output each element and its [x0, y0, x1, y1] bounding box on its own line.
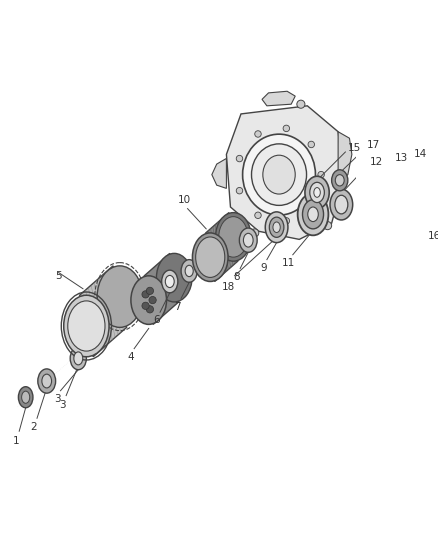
- Polygon shape: [144, 253, 179, 325]
- Ellipse shape: [273, 222, 280, 232]
- Ellipse shape: [393, 184, 411, 208]
- Circle shape: [149, 296, 156, 304]
- Circle shape: [308, 141, 314, 148]
- Ellipse shape: [18, 387, 33, 408]
- Polygon shape: [338, 132, 352, 179]
- Circle shape: [324, 222, 332, 230]
- Text: 14: 14: [413, 149, 427, 159]
- Text: 9: 9: [260, 263, 267, 273]
- Ellipse shape: [298, 193, 328, 236]
- Ellipse shape: [332, 170, 348, 191]
- Text: 13: 13: [395, 154, 408, 164]
- Text: 2: 2: [31, 422, 37, 432]
- Circle shape: [283, 217, 290, 224]
- Circle shape: [146, 287, 154, 295]
- Ellipse shape: [244, 233, 253, 247]
- Circle shape: [142, 302, 149, 310]
- Ellipse shape: [381, 176, 399, 200]
- Ellipse shape: [196, 237, 225, 278]
- Ellipse shape: [364, 189, 375, 204]
- Ellipse shape: [74, 352, 83, 365]
- Polygon shape: [262, 91, 295, 106]
- Ellipse shape: [239, 228, 257, 252]
- Ellipse shape: [385, 182, 395, 195]
- Text: 10: 10: [178, 196, 191, 205]
- Ellipse shape: [397, 190, 407, 204]
- Ellipse shape: [181, 260, 197, 282]
- Ellipse shape: [192, 233, 228, 281]
- Circle shape: [255, 212, 261, 219]
- Text: 18: 18: [221, 282, 235, 292]
- Ellipse shape: [156, 253, 192, 302]
- Text: 5: 5: [55, 271, 62, 281]
- Ellipse shape: [162, 270, 178, 293]
- Ellipse shape: [42, 374, 52, 388]
- Ellipse shape: [265, 212, 288, 243]
- Ellipse shape: [97, 266, 142, 327]
- Ellipse shape: [330, 189, 353, 220]
- Text: 15: 15: [348, 143, 361, 153]
- Text: 6: 6: [153, 316, 160, 326]
- Ellipse shape: [219, 216, 248, 257]
- Text: 3: 3: [60, 400, 66, 410]
- Ellipse shape: [165, 276, 174, 287]
- Ellipse shape: [38, 369, 56, 393]
- Polygon shape: [212, 158, 226, 188]
- Ellipse shape: [269, 217, 284, 237]
- Text: 17: 17: [367, 141, 380, 150]
- Ellipse shape: [68, 301, 105, 351]
- Ellipse shape: [360, 183, 379, 210]
- Ellipse shape: [21, 391, 30, 403]
- Circle shape: [236, 155, 243, 162]
- Ellipse shape: [308, 207, 318, 222]
- Text: 1: 1: [13, 436, 19, 446]
- Text: 4: 4: [127, 352, 134, 362]
- Ellipse shape: [243, 134, 315, 215]
- Ellipse shape: [335, 175, 344, 186]
- Circle shape: [142, 290, 149, 298]
- Text: 8: 8: [233, 272, 240, 282]
- Text: 3: 3: [54, 394, 60, 404]
- Ellipse shape: [263, 155, 295, 194]
- Circle shape: [251, 229, 259, 237]
- Ellipse shape: [335, 195, 348, 214]
- Polygon shape: [206, 213, 238, 281]
- Circle shape: [255, 131, 261, 137]
- Ellipse shape: [185, 265, 193, 277]
- Ellipse shape: [215, 213, 251, 261]
- Text: 12: 12: [370, 157, 383, 167]
- Ellipse shape: [314, 188, 320, 197]
- Ellipse shape: [251, 144, 307, 205]
- Ellipse shape: [310, 182, 325, 203]
- Circle shape: [236, 188, 243, 194]
- Ellipse shape: [131, 276, 166, 325]
- Text: 11: 11: [282, 258, 295, 268]
- Ellipse shape: [64, 295, 109, 357]
- Ellipse shape: [305, 176, 329, 208]
- Text: 16: 16: [428, 231, 438, 241]
- Circle shape: [297, 100, 305, 108]
- Circle shape: [283, 125, 290, 132]
- Text: 7: 7: [174, 302, 181, 312]
- Circle shape: [318, 172, 325, 178]
- Polygon shape: [226, 106, 344, 239]
- Ellipse shape: [303, 200, 324, 229]
- Ellipse shape: [70, 347, 86, 370]
- Circle shape: [146, 306, 154, 313]
- Circle shape: [308, 201, 314, 208]
- Polygon shape: [80, 266, 127, 357]
